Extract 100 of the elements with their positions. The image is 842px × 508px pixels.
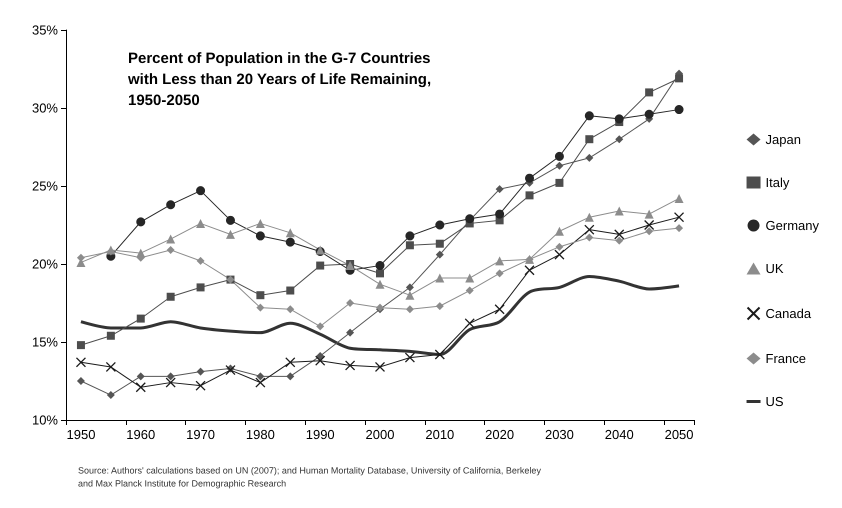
- x-tick-label: 2050: [664, 427, 694, 442]
- point: [436, 302, 444, 310]
- point: [316, 322, 324, 330]
- point: [346, 328, 354, 337]
- point: [196, 218, 206, 228]
- point: [166, 377, 176, 388]
- point: [614, 229, 624, 240]
- point: [256, 304, 264, 312]
- point: [496, 185, 504, 194]
- point: [674, 194, 684, 203]
- point: [196, 283, 205, 292]
- point: [166, 234, 176, 244]
- point: [554, 226, 564, 236]
- point: [405, 231, 414, 240]
- point: [315, 356, 326, 366]
- point: [585, 135, 594, 144]
- y-tick-label: 15%: [32, 334, 58, 350]
- legend-label: Japan: [766, 132, 801, 147]
- point: [106, 362, 116, 372]
- point: [645, 227, 654, 236]
- point: [346, 299, 354, 307]
- point: [435, 274, 444, 283]
- point: [166, 372, 175, 380]
- point: [376, 280, 384, 289]
- point: [256, 372, 264, 380]
- point: [675, 224, 684, 232]
- point: [496, 269, 504, 278]
- point: [615, 135, 624, 144]
- point: [674, 212, 684, 222]
- point: [674, 105, 684, 114]
- point: [136, 314, 145, 323]
- point: [374, 362, 386, 372]
- x-tick-label: 2010: [425, 427, 454, 442]
- x-tick-label: 1980: [246, 427, 275, 442]
- point: [106, 332, 115, 340]
- source-note: Source: Authors' calculations based on UN (2007); and Human Mortality Database, University of California, Berkeley and Max Planck Institute for Demographic Research: [78, 466, 542, 488]
- point: [584, 224, 594, 235]
- point: [524, 265, 535, 276]
- point: [346, 261, 355, 270]
- point: [286, 228, 295, 238]
- point: [136, 372, 145, 380]
- point: [226, 216, 235, 225]
- point: [136, 217, 146, 226]
- point: [166, 246, 175, 254]
- point: [584, 111, 594, 120]
- point: [106, 391, 115, 400]
- point: [555, 242, 564, 251]
- line-series: [79, 274, 681, 356]
- point: [286, 305, 294, 314]
- point: [286, 286, 294, 295]
- point: [256, 231, 265, 240]
- x-tick-label: 1960: [126, 427, 156, 442]
- point: [196, 256, 205, 265]
- point: [464, 318, 475, 328]
- legend-label: US: [766, 394, 784, 409]
- y-tick-label: 25%: [32, 178, 58, 194]
- point: [644, 110, 654, 119]
- point: [376, 269, 384, 278]
- point: [196, 368, 205, 376]
- y-tick-label: 35%: [32, 22, 58, 38]
- point: [225, 364, 236, 376]
- point: [495, 256, 504, 266]
- point: [76, 341, 85, 350]
- point: [286, 372, 294, 380]
- point: [555, 162, 564, 170]
- point: [495, 210, 504, 219]
- point: [615, 236, 624, 245]
- point: [526, 191, 534, 200]
- x-tick-label: 1990: [306, 427, 335, 442]
- legend-label: Germany: [766, 218, 820, 233]
- point: [554, 152, 564, 161]
- x-tick-label: 1950: [66, 427, 96, 442]
- point: [256, 218, 265, 228]
- text: Percent of Population in the G-7 Countries with Less than 20 Years of Life Remaining, 1950-2050: [127, 50, 432, 109]
- point: [675, 74, 684, 82]
- point: [436, 240, 444, 248]
- point: [525, 174, 534, 183]
- x-tick-label: 1970: [186, 427, 216, 442]
- point: [465, 274, 474, 283]
- point: [404, 352, 416, 363]
- y-tick-label: 10%: [32, 412, 58, 428]
- point: [614, 114, 624, 124]
- point: [344, 360, 356, 371]
- point: [644, 220, 654, 230]
- point: [376, 261, 384, 270]
- point: [554, 249, 565, 260]
- point: [614, 206, 624, 216]
- point: [585, 154, 594, 162]
- point: [136, 382, 146, 392]
- point: [406, 305, 414, 314]
- point: [405, 290, 414, 300]
- point: [286, 238, 295, 247]
- point: [76, 377, 85, 385]
- point: [226, 230, 235, 239]
- x-tick-label: 2020: [485, 427, 514, 442]
- point: [435, 220, 444, 230]
- point: [406, 241, 414, 250]
- legend-label: France: [766, 351, 806, 366]
- legend-label: Canada: [766, 306, 812, 321]
- point: [555, 178, 564, 187]
